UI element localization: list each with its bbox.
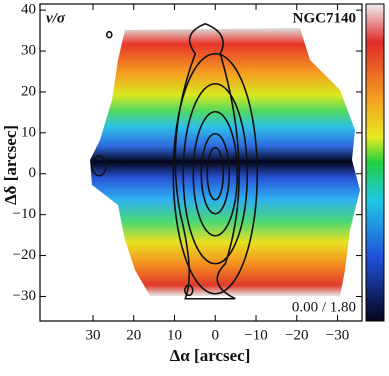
plot-frame xyxy=(39,3,363,322)
x-tick-label: 20 xyxy=(126,327,141,343)
scale-label: 0.00 / 1.80 xyxy=(292,299,356,315)
isophotes xyxy=(91,22,259,300)
isophote xyxy=(91,154,107,177)
isophote xyxy=(192,110,239,237)
x-axis-label: Δα [arcsec] xyxy=(170,346,251,365)
y-tick-label: 40 xyxy=(21,2,36,18)
isophote xyxy=(206,146,225,201)
map-label: v/σ xyxy=(46,10,66,26)
isophote xyxy=(200,132,231,215)
x-tick-label: −30 xyxy=(326,327,349,343)
x-tick-label: −20 xyxy=(285,327,308,343)
chart-title: NGC7140 xyxy=(293,10,356,26)
y-tick-label: 30 xyxy=(21,42,36,58)
map-area xyxy=(90,22,360,300)
x-tick-label: 10 xyxy=(167,327,182,343)
x-tick-label: 30 xyxy=(85,327,100,343)
y-axis-label: Δδ [arcsec] xyxy=(1,125,20,205)
y-tick-label: 0 xyxy=(29,165,37,181)
colorbar xyxy=(365,3,385,322)
y-tick-label: 10 xyxy=(21,124,36,140)
isophote xyxy=(105,30,113,39)
velocity-field xyxy=(90,28,360,296)
x-tick-label: −10 xyxy=(244,327,267,343)
x-tick-label: 0 xyxy=(212,327,220,343)
y-tick-label: −30 xyxy=(13,288,36,304)
y-tick-label: −10 xyxy=(13,206,36,222)
y-tick-label: −20 xyxy=(13,247,36,263)
isophote xyxy=(172,52,259,295)
isophote xyxy=(183,284,194,297)
isophote xyxy=(174,22,240,300)
isophote xyxy=(182,82,249,265)
y-tick-label: 20 xyxy=(21,83,36,99)
